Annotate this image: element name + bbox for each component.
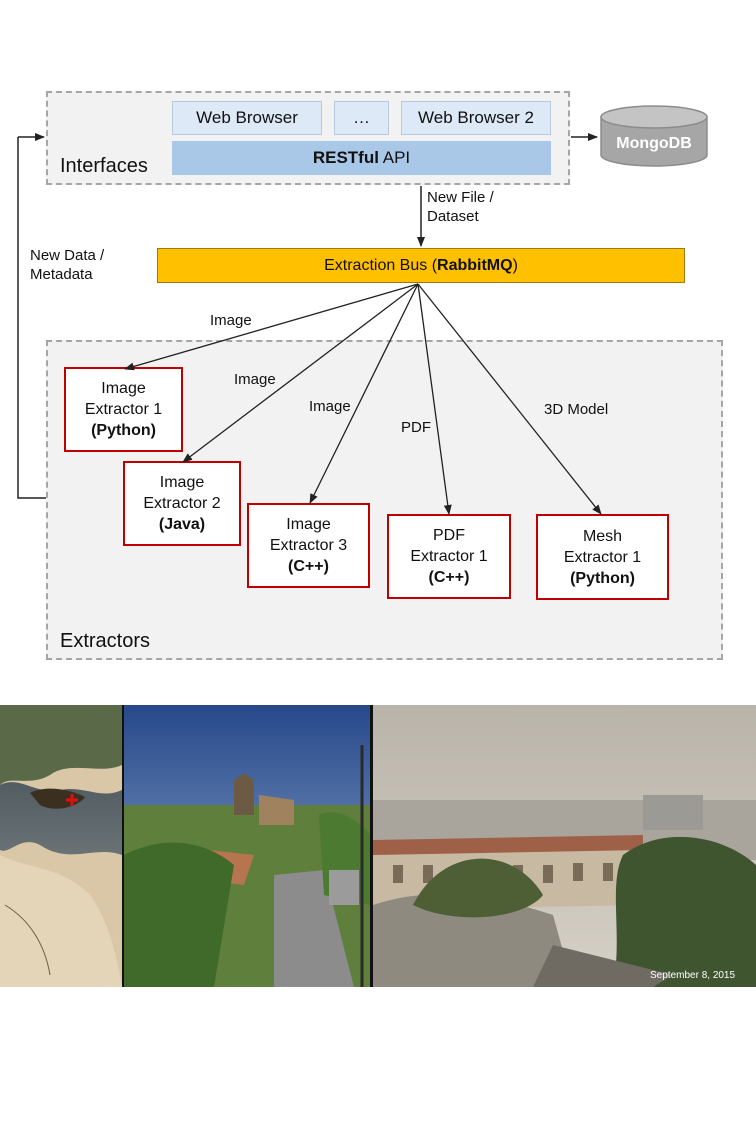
metadata-label: Metadata [30, 266, 93, 283]
restful-api-box: RESTful API [172, 141, 551, 175]
image-edge-label-2: Image [234, 371, 276, 388]
image-edge-label-1: Image [210, 312, 252, 329]
bus-suffix: ) [512, 256, 518, 274]
mesh-extractor-1-line1: Mesh [582, 527, 623, 545]
web-browser-2-label: Web Browser 2 [418, 108, 534, 127]
new-data-feedback-line [17, 137, 46, 499]
satellite-map-image [0, 705, 122, 987]
image-extractor-2-lang: (Java) [158, 516, 206, 533]
pdf-extractor-1-lang: (C++) [428, 569, 470, 586]
interfaces-label: Interfaces [60, 155, 148, 177]
image-extractor-2-line2: Extractor 2 [143, 495, 221, 512]
extractors-label: Extractors [60, 630, 151, 652]
web-browser-ellipsis: … [334, 101, 389, 135]
image-extractor-3: Image Extractor 3 (C++) [247, 503, 370, 588]
bus-to-image-extractor-1 [124, 283, 419, 371]
town-render-image [124, 705, 370, 987]
bus-bold: RabbitMQ [437, 256, 513, 274]
bus-to-image-extractor-2 [182, 283, 419, 463]
mongodb-database-icon [600, 105, 708, 167]
mesh-extractor-1-lang: (Python) [570, 569, 635, 587]
restful-api-rest: API [378, 148, 411, 167]
image-extractor-1-line1: Image [101, 380, 146, 397]
bus-to-mesh-extractor-1 [417, 283, 602, 515]
pdf-extractor-1-line2: Extractor 1 [410, 548, 488, 565]
image-extractor-1: Image Extractor 1 (Python) [64, 367, 183, 452]
image-extractor-1-lang: (Python) [91, 422, 156, 439]
image-extractor-1-line2: Extractor 1 [84, 401, 163, 418]
dataset-label: Dataset [427, 208, 479, 225]
new-data-label: New Data / [30, 247, 105, 264]
pdf-extractor-1: PDF Extractor 1 (C++) [387, 514, 511, 599]
extraction-bus: Extraction Bus (RabbitMQ) [157, 248, 685, 283]
web-browser-1: Web Browser [172, 101, 322, 135]
photo-date-caption: September 8, 2015 [650, 970, 736, 981]
image-extractor-2-line1: Image [159, 474, 205, 491]
mesh-extractor-1: Mesh Extractor 1 (Python) [536, 514, 669, 600]
bus-prefix: Extraction Bus ( [324, 256, 438, 274]
mesh-extractor-1-line2: Extractor 1 [563, 548, 642, 566]
mongodb-label: MongoDB [616, 135, 692, 152]
image-extractor-3-line1: Image [286, 516, 331, 533]
panorama-render-image [373, 705, 756, 987]
image-edge-label-3: Image [309, 398, 351, 415]
new-file-label: New File / [427, 189, 494, 206]
diagram-connectors [17, 105, 708, 515]
image-extractor-2: Image Extractor 2 (Java) [123, 461, 241, 546]
image-extractor-3-line2: Extractor 3 [269, 537, 348, 554]
pdf-extractor-1-line1: PDF [433, 527, 465, 544]
bus-to-pdf-extractor-1 [417, 283, 452, 515]
restful-api-bold: RESTful [312, 148, 379, 167]
pdf-edge-label: PDF [401, 419, 431, 436]
3d-model-edge-label: 3D Model [544, 401, 609, 418]
image-extractor-3-lang: (C++) [288, 558, 329, 575]
web-browser-2: Web Browser 2 [401, 101, 551, 135]
bus-to-image-extractor-3 [309, 283, 419, 504]
